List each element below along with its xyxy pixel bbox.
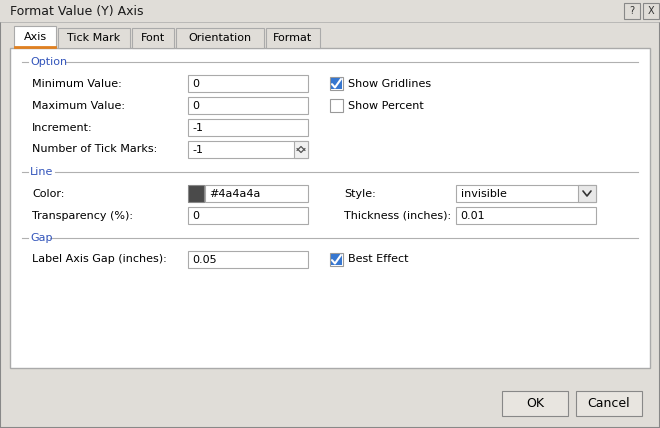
Text: Transparency (%):: Transparency (%): — [32, 211, 133, 220]
Bar — [188, 97, 308, 114]
Bar — [188, 207, 308, 224]
Text: Tick Mark: Tick Mark — [67, 33, 121, 43]
Text: ?: ? — [630, 6, 634, 16]
Text: 0: 0 — [192, 101, 199, 111]
Text: Number of Tick Marks:: Number of Tick Marks: — [32, 145, 157, 155]
Bar — [456, 207, 596, 224]
Bar — [643, 3, 659, 19]
Text: Style:: Style: — [344, 188, 376, 199]
Bar — [188, 141, 308, 158]
Bar — [576, 391, 642, 416]
Bar — [266, 28, 320, 48]
Text: Thickness (inches):: Thickness (inches): — [344, 211, 451, 220]
Bar — [188, 251, 308, 268]
Text: Best Effect: Best Effect — [348, 255, 409, 265]
Text: Increment:: Increment: — [32, 122, 92, 133]
Bar — [456, 185, 596, 202]
Text: -1: -1 — [192, 123, 203, 133]
Bar — [578, 185, 596, 202]
Bar — [10, 48, 650, 368]
Text: -1: -1 — [192, 145, 203, 155]
Text: Option: Option — [30, 57, 67, 67]
Text: Line: Line — [30, 167, 53, 177]
Text: Minimum Value:: Minimum Value: — [32, 78, 121, 89]
Text: #4a4a4a: #4a4a4a — [209, 189, 261, 199]
Bar — [132, 28, 174, 48]
Text: X: X — [647, 6, 654, 16]
Text: Orientation: Orientation — [189, 33, 251, 43]
Text: Format: Format — [273, 33, 313, 43]
Bar — [502, 391, 568, 416]
Bar — [331, 254, 342, 265]
Text: Font: Font — [141, 33, 165, 43]
Bar — [331, 78, 342, 89]
Text: 0.05: 0.05 — [192, 255, 216, 265]
Bar — [188, 119, 308, 136]
Bar — [14, 26, 56, 48]
Bar — [330, 253, 343, 266]
Text: Axis: Axis — [24, 32, 47, 42]
Bar — [294, 141, 308, 158]
Bar — [58, 28, 130, 48]
Text: Gap: Gap — [30, 233, 53, 243]
Bar — [0, 0, 660, 22]
Bar — [205, 185, 308, 202]
Bar — [330, 77, 343, 90]
Text: 0.01: 0.01 — [460, 211, 484, 221]
Text: Cancel: Cancel — [587, 397, 630, 410]
Text: Color:: Color: — [32, 188, 65, 199]
Text: Maximum Value:: Maximum Value: — [32, 101, 125, 110]
Text: Format Value (Y) Axis: Format Value (Y) Axis — [10, 5, 143, 18]
Text: 0: 0 — [192, 79, 199, 89]
Text: invisible: invisible — [461, 189, 507, 199]
Text: OK: OK — [526, 397, 544, 410]
Text: 0: 0 — [192, 211, 199, 221]
Bar — [330, 99, 343, 112]
Bar — [176, 28, 264, 48]
Bar — [188, 185, 204, 202]
Text: Show Gridlines: Show Gridlines — [348, 78, 431, 89]
Bar — [188, 75, 308, 92]
Text: Label Axis Gap (inches):: Label Axis Gap (inches): — [32, 255, 167, 265]
Text: Show Percent: Show Percent — [348, 101, 424, 110]
Bar — [624, 3, 640, 19]
